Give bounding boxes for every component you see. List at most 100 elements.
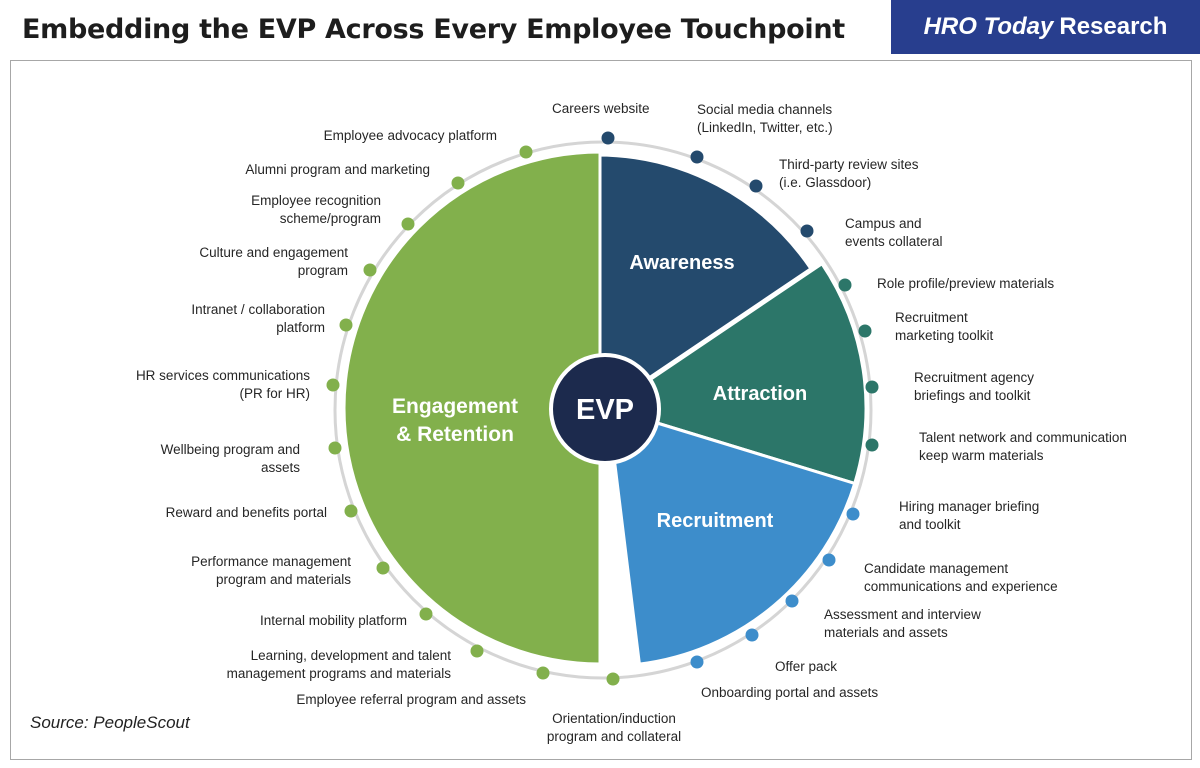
touchpoint-dot	[865, 438, 879, 452]
touchpoint-label-line: assets	[261, 460, 300, 475]
segment-label-awareness: Awareness	[629, 252, 734, 274]
touchpoint-dot	[785, 594, 799, 608]
touchpoint-label-line: Employee referral program and assets	[296, 692, 526, 707]
touchpoint-label-line: Social media channels	[697, 102, 832, 117]
touchpoint-dot	[376, 561, 390, 575]
touchpoint-dot	[838, 278, 852, 292]
touchpoint-label: Internal mobility platform	[260, 613, 407, 628]
page-title: Embedding the EVP Across Every Employee …	[22, 14, 845, 45]
touchpoint-label-line: Candidate management	[864, 561, 1008, 576]
touchpoint-label: Campus and events collateral	[845, 216, 943, 249]
touchpoint-label: HR services communications (PR for HR)	[136, 368, 310, 401]
touchpoint-label-line: keep warm materials	[919, 448, 1044, 463]
touchpoint-label: Assessment and interview materials and as…	[824, 607, 981, 640]
touchpoint-label: Alumni program and marketing	[245, 162, 430, 177]
touchpoint-dot	[339, 318, 353, 332]
segment-label-recruitment: Recruitment	[657, 510, 774, 532]
segment-label-line: Attraction	[713, 383, 807, 405]
touchpoint-label-line: scheme/program	[280, 211, 381, 226]
touchpoint-label-line: program and collateral	[547, 729, 681, 744]
touchpoint-label-line: Campus and	[845, 216, 922, 231]
touchpoint-dot	[401, 217, 415, 231]
diagram-frame	[10, 60, 1192, 760]
touchpoint-label: Culture and engagement program	[199, 245, 348, 278]
touchpoint-label: Hiring manager briefing and toolkit	[899, 499, 1039, 532]
touchpoint-label: Offer pack	[775, 659, 837, 674]
touchpoint-label-line: Role profile/preview materials	[877, 276, 1054, 291]
touchpoint-label-line: Culture and engagement	[199, 245, 348, 260]
brand-banner: HRO Today Research	[891, 0, 1200, 54]
touchpoint-label: Onboarding portal and assets	[701, 685, 878, 700]
touchpoint-dot	[344, 504, 358, 518]
touchpoint-label-line: program	[298, 263, 348, 278]
touchpoint-label-line: platform	[276, 320, 325, 335]
touchpoint-dots	[326, 131, 879, 686]
touchpoint-dot	[328, 441, 342, 455]
touchpoint-label-line: Recruitment agency	[914, 370, 1034, 385]
touchpoint-label-line: and toolkit	[899, 517, 961, 532]
touchpoint-dot	[601, 131, 615, 145]
touchpoint-label: Reward and benefits portal	[166, 505, 327, 520]
touchpoint-label-line: materials and assets	[824, 625, 948, 640]
touchpoint-label-line: Onboarding portal and assets	[701, 685, 878, 700]
touchpoint-label-line: briefings and toolkit	[914, 388, 1031, 403]
segment-label-line: Engagement	[392, 395, 518, 418]
touchpoint-label-line: events collateral	[845, 234, 943, 249]
touchpoint-dot	[690, 655, 704, 669]
touchpoint-label-line: Recruitment	[895, 310, 968, 325]
touchpoint-dot	[822, 553, 836, 567]
touchpoint-label-line: HR services communications	[136, 368, 310, 383]
touchpoint-label-line: Employee advocacy platform	[324, 128, 497, 143]
touchpoint-label-line: Internal mobility platform	[260, 613, 407, 628]
touchpoint-label-line: program and materials	[216, 572, 351, 587]
touchpoint-label: Employee referral program and assets	[296, 692, 526, 707]
evp-center-circle	[549, 353, 661, 465]
touchpoint-label-line: Alumni program and marketing	[245, 162, 430, 177]
touchpoint-dot	[470, 644, 484, 658]
source-note: Source: PeopleScout	[30, 713, 190, 732]
touchpoint-label-line: (PR for HR)	[240, 386, 311, 401]
touchpoint-label-line: Orientation/induction	[552, 711, 676, 726]
touchpoint-label: Orientation/induction program and collate…	[547, 711, 681, 744]
segment-attraction	[606, 262, 868, 485]
segment-engagement	[342, 150, 602, 666]
touchpoint-label: Recruitment agency briefings and toolkit	[914, 370, 1034, 403]
touchpoint-dot	[536, 666, 550, 680]
touchpoint-label-line: Intranet / collaboration	[191, 302, 325, 317]
touchpoint-label-line: management programs and materials	[227, 666, 452, 681]
brand-suffix: Research	[1059, 13, 1168, 40]
segment-label-line: & Retention	[396, 423, 514, 446]
touchpoint-label: Wellbeing program and assets	[161, 442, 301, 475]
touchpoint-label: Employee advocacy platform	[324, 128, 497, 143]
touchpoint-label: Learning, development and talent manageme…	[227, 648, 452, 681]
segment-label-engagement: Engagement & Retention	[392, 395, 518, 446]
touchpoint-dot	[419, 607, 433, 621]
touchpoint-label: Social media channels (LinkedIn, Twitter,…	[697, 102, 833, 135]
touchpoint-label-line: Learning, development and talent	[251, 648, 452, 663]
touchpoint-label-line: (i.e. Glassdoor)	[779, 175, 871, 190]
touchpoint-dot	[800, 224, 814, 238]
touchpoint-dot	[451, 176, 465, 190]
touchpoint-label: Employee recognition scheme/program	[251, 193, 381, 226]
touchpoint-dot	[363, 263, 377, 277]
touchpoint-dot	[606, 672, 620, 686]
touchpoint-dot	[326, 378, 340, 392]
segment-label-line: Awareness	[629, 252, 734, 274]
touchpoint-label-line: Assessment and interview	[824, 607, 981, 622]
touchpoint-label-line: Talent network and communication	[919, 430, 1127, 445]
touchpoint-label: Recruitment marketing toolkit	[895, 310, 994, 343]
touchpoint-label: Careers website	[552, 101, 650, 116]
touchpoint-dot	[865, 380, 879, 394]
touchpoint-label-line: Reward and benefits portal	[166, 505, 327, 520]
touchpoint-dot	[749, 179, 763, 193]
touchpoint-label-line: communications and experience	[864, 579, 1058, 594]
touchpoint-label-line: Offer pack	[775, 659, 837, 674]
touchpoint-label-line: Employee recognition	[251, 193, 381, 208]
touchpoint-label-line: Careers website	[552, 101, 650, 116]
touchpoint-dot	[519, 145, 533, 159]
segment-awareness	[595, 153, 813, 415]
touchpoint-label-line: Performance management	[191, 554, 351, 569]
segment-label-attraction: Attraction	[713, 383, 807, 405]
touchpoint-label: Candidate management communications and e…	[864, 561, 1058, 594]
